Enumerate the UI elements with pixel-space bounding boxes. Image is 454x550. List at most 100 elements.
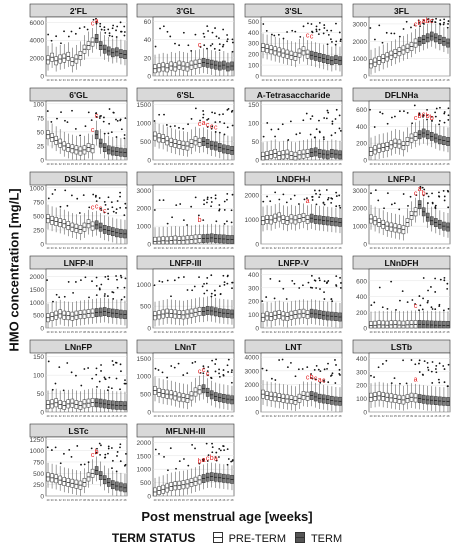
outlier-point [190,118,193,120]
significance-letter: c [91,21,95,28]
outlier-point [215,358,217,361]
outlier-point [390,32,393,35]
outlier-point [447,363,450,366]
outlier-point [100,283,103,286]
outlier-point [295,133,298,136]
y-tick-label: 300 [248,41,259,48]
outlier-point [95,200,98,203]
outlier-point [207,374,209,377]
outlier-point [315,287,318,289]
x-tick-label: 48 [339,78,342,82]
x-tick-label: 47 [226,330,229,334]
x-tick-label: 47 [334,78,337,82]
outlier-point [383,207,385,210]
outlier-point [437,378,440,381]
x-tick-label: 46 [115,330,118,334]
outlier-point [431,20,434,23]
outlier-point [421,308,424,311]
x-tick-label: 39 [410,78,413,82]
x-tick-label: 29 [154,330,157,334]
outlier-point [318,277,321,280]
outlier-point [191,289,194,292]
y-tick-label: 400 [356,124,367,131]
y-tick-label: 75 [37,115,45,122]
outlier-point [434,277,437,280]
x-tick-label: 35 [178,498,181,502]
facet-title: LNFP-V [278,258,309,268]
outlier-point [161,371,164,374]
outlier-point [443,111,446,113]
outlier-point [418,359,421,362]
outlier-point [309,118,312,120]
x-tick-label: 31 [55,414,58,418]
outlier-point [394,115,396,118]
x-tick-label: 31 [162,78,165,82]
outlier-point [270,128,273,131]
x-tick-label: 38 [190,246,193,250]
x-tick-label: 46 [115,414,118,418]
outlier-point [422,194,425,197]
outlier-point [399,299,401,302]
x-tick-label: 36 [290,162,293,166]
outlier-point [318,279,321,282]
outlier-point [83,463,86,466]
outlier-point [98,380,101,383]
significance-letter: a [422,18,426,25]
y-tick-label: 1000 [353,56,368,63]
outlier-point [213,47,216,50]
outlier-point [439,278,442,281]
outlier-point [411,122,414,125]
x-tick-label: 48 [447,246,450,250]
facet-title: LDFT [175,174,198,184]
outlier-point [86,28,89,31]
outlier-point [411,299,414,301]
x-tick-label: 33 [278,78,281,82]
outlier-point [311,199,314,201]
x-tick-label: 36 [290,330,293,334]
outlier-point [95,373,98,376]
outlier-point [120,276,123,279]
legend-key-preterm [212,532,223,543]
outlier-point [158,113,161,116]
x-tick-label: 31 [270,162,273,166]
significance-letter: c [414,303,418,310]
x-tick-label: 38 [83,246,86,250]
outlier-point [431,120,433,122]
x-tick-label: 34 [174,246,177,250]
x-tick-label: 38 [83,330,86,334]
outlier-point [335,364,337,366]
outlier-point [95,284,98,287]
significance-letter: c [206,456,210,463]
outlier-point [423,23,425,25]
significance-letter: c [95,203,99,210]
outlier-point [422,114,425,116]
outlier-point [194,360,197,363]
term-box [438,320,442,329]
x-tick-label: 44 [430,330,433,334]
y-tick-label: 1000 [137,224,152,231]
x-tick-label: 35 [71,414,74,418]
x-tick-label: 36 [398,414,401,418]
outlier-point [163,113,165,116]
outlier-point [218,131,221,134]
outlier-point [194,33,197,36]
outlier-point [377,199,380,202]
outlier-point [100,209,103,211]
x-tick-label: 34 [67,414,70,418]
y-tick-label: 0 [363,74,367,81]
outlier-point [50,121,53,123]
significance-letter: a [202,457,206,464]
x-tick-label: 34 [282,162,285,166]
x-tick-label: 32 [59,78,62,82]
outlier-point [409,195,412,198]
outlier-point [59,462,62,465]
outlier-point [215,459,218,462]
x-tick-label: 43 [318,246,321,250]
outlier-point [438,195,441,198]
outlier-point [299,132,301,135]
x-tick-label: 32 [166,78,169,82]
outlier-point [210,205,212,208]
outlier-point [410,26,412,29]
outlier-point [335,108,338,111]
x-tick-label: 32 [382,78,385,82]
